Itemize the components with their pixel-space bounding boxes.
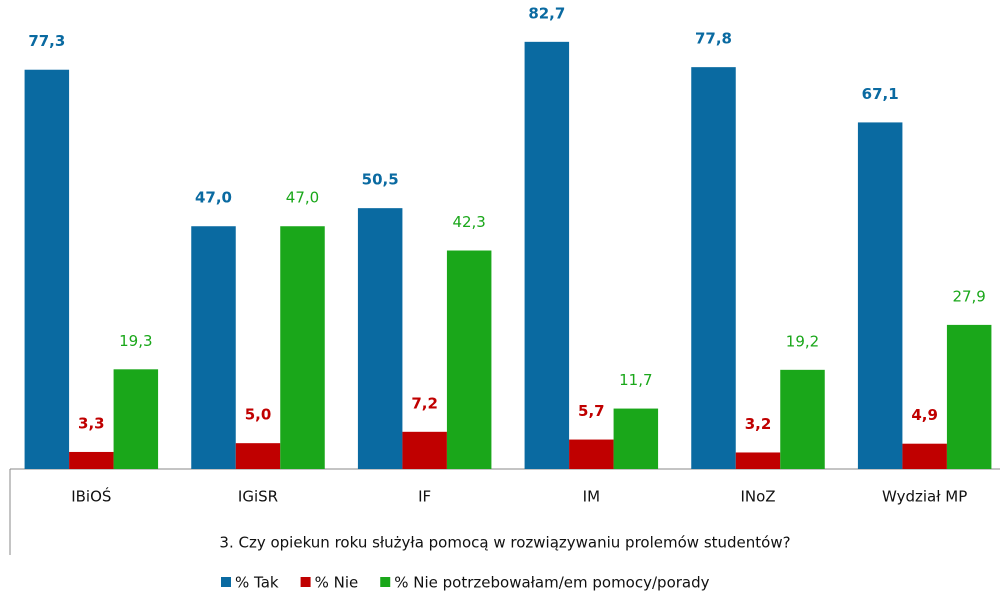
bar [524,41,570,469]
data-label: 82,7 [528,4,565,22]
bar [569,439,614,469]
x-tick-label: INoZ [740,488,775,506]
bar [191,226,236,469]
bar [446,250,492,469]
bar [402,431,447,469]
data-label: 47,0 [286,189,319,207]
bar [691,67,736,469]
data-label: 3,3 [78,414,105,432]
data-label: 19,2 [786,332,819,350]
data-label: 5,7 [578,402,605,420]
legend-swatch [300,577,311,587]
bar [235,443,281,469]
data-label: 77,8 [695,30,732,48]
bar [357,208,403,470]
bar [69,451,114,469]
legend-label: % Nie [315,574,359,592]
x-tick-label: IF [418,488,431,506]
x-tick-label: Wydział MP [882,488,967,506]
bar [902,443,947,469]
data-label: 4,9 [911,406,938,424]
x-tick-label: IBiOŚ [71,487,111,506]
bar [946,324,992,469]
bar [780,369,825,469]
data-label: 7,2 [411,394,438,412]
data-label: 27,9 [952,287,985,305]
legend-swatch [221,577,231,587]
data-label: 50,5 [362,171,399,189]
bar [857,122,903,470]
x-axis-title: 3. Czy opiekun roku służyła pomocą w roz… [219,534,790,552]
x-tick-label: IGiSR [238,488,278,506]
data-label: 19,3 [119,332,152,350]
data-label: 42,3 [452,213,485,231]
legend-swatch [380,577,391,587]
data-label: 47,0 [195,189,232,207]
bar [113,369,159,469]
bar [280,226,325,469]
data-label: 11,7 [619,371,652,389]
bar [613,408,659,469]
legend-label: % Tak [235,574,279,592]
data-label: 3,2 [745,415,772,433]
x-tick-label: IM [583,488,600,506]
data-label: 5,0 [245,406,272,424]
legend-label: % Nie potrzebowałam/em pomocy/porady [394,574,709,592]
data-label: 67,1 [862,85,899,103]
data-label: 77,3 [28,32,65,50]
bar [735,452,781,469]
bar [24,69,70,470]
